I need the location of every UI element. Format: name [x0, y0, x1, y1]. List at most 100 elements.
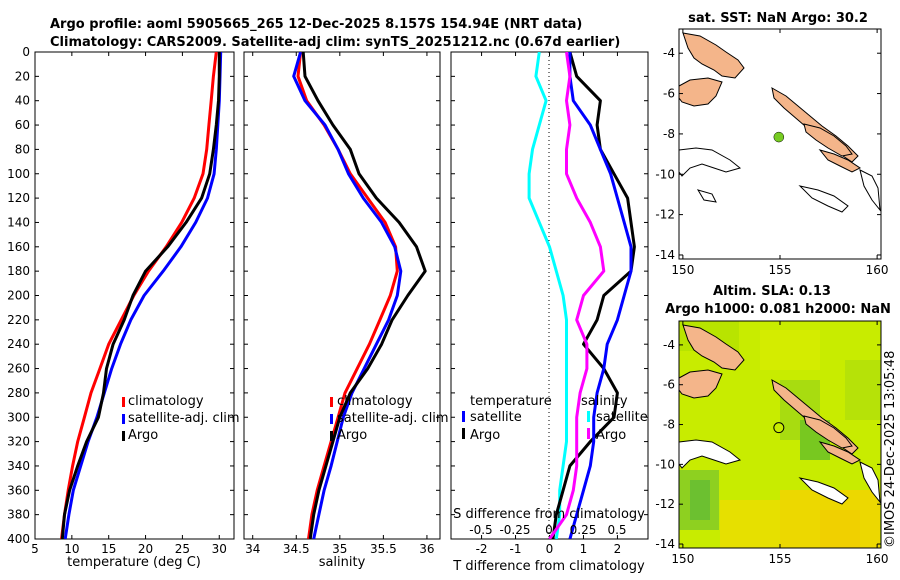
legend-climatology: climatology	[128, 394, 204, 409]
legend-temperature: temperature	[470, 394, 552, 409]
sla-map-title-1: Altim. SLA: 0.13	[713, 284, 831, 299]
legend-swatch-argo	[330, 431, 333, 441]
salinity-lines	[292, 52, 427, 539]
imos-stamp: ©IMOS 24-Dec-2025 13:05:48	[883, 351, 898, 548]
s-diff-tick-label: 0	[545, 523, 553, 537]
difference-xticks: -2 -1 0 1 2	[451, 51, 648, 556]
land-new-ireland	[682, 324, 745, 371]
series-line-argo	[301, 52, 427, 539]
land-coast-south	[679, 147, 742, 177]
land-santa-isabel	[818, 441, 861, 465]
salinity-axes	[243, 51, 441, 540]
sst-map-land	[679, 32, 881, 213]
legend-swatch-argo	[122, 431, 125, 441]
land-new-britain	[679, 77, 723, 107]
depth-tick-label: 180	[7, 264, 30, 278]
sla-heatmap	[679, 321, 881, 548]
x-tick-label: -2	[476, 542, 488, 556]
legend-swatch-climatology	[330, 397, 333, 407]
sla-cell	[820, 510, 860, 548]
temperature-lines	[60, 52, 223, 539]
land-malaita	[859, 461, 881, 504]
x-tick-label: 35	[332, 542, 347, 556]
depth-axis: 0 20 40 60 80 100 120 140 160 180 200 220 240 260 280 3…	[7, 45, 30, 546]
series-line-satellite-adj-clim	[63, 52, 223, 539]
temperature-xlabel: temperature (deg C)	[67, 555, 201, 570]
x-tick-label: 34.5	[283, 542, 310, 556]
sla-map-panel: Altim. SLA: 0.13 Argo h1000: 0.081 h2000…	[655, 284, 890, 566]
x-tick-label: 20	[138, 542, 153, 556]
land-choiseul	[803, 415, 853, 449]
sst-map-ticks: 150 155 160 -4 -6 -8 -10 -12 -14	[655, 29, 889, 277]
land-guadalcanal	[798, 185, 849, 213]
land-santa-isabel	[818, 149, 861, 173]
series-line-s-argo	[548, 52, 606, 539]
land-new-ireland	[682, 32, 745, 79]
x-tick-label: 1	[580, 542, 588, 556]
x-tick-label: 36	[419, 542, 434, 556]
depth-tick-label: 360	[7, 483, 30, 497]
series-line-climatology	[60, 52, 218, 539]
sst-map-panel: sat. SST: NaN Argo: 30.2 150 155 160 -4 -6 -8…	[655, 11, 888, 277]
depth-tick-label: 40	[15, 94, 30, 108]
salinity-panel: 34 34.5 35 35.5 36 salinity climatology sate…	[243, 51, 449, 570]
x-tick-label: 2	[614, 542, 622, 556]
difference-panel: -2 -1 0 1 2 S difference from climatology -0…	[450, 51, 649, 574]
sla-cell	[845, 360, 881, 420]
series-line-t-argo	[551, 52, 636, 539]
map-x-tick-label: 150	[671, 552, 694, 566]
header-line-1: Argo profile: aoml 5905665_265 12-Dec-20…	[50, 17, 582, 32]
x-tick-label: 35.5	[370, 542, 397, 556]
x-tick-label: -1	[510, 542, 522, 556]
s-diff-tick-label: 0.25	[570, 523, 597, 537]
s-diff-tick-label: -0.5	[469, 523, 492, 537]
depth-tick-label: 200	[7, 289, 30, 303]
map-y-tick-label: -14	[655, 537, 675, 551]
s-diff-ticks: -0.5 -0.25 0 0.25 0.5	[469, 523, 626, 537]
map-x-tick-label: 160	[866, 552, 889, 566]
legend-swatch-satellite	[587, 411, 590, 422]
land-new-britain	[679, 369, 723, 399]
legend-satellite: satellite	[470, 410, 522, 425]
map-y-tick-label: -8	[663, 127, 675, 141]
land-coast-south	[679, 439, 742, 469]
land-guadalcanal	[798, 477, 849, 505]
legend-swatch-argo	[587, 428, 590, 439]
map-x-tick-label: 160	[866, 263, 889, 277]
map-y-tick-label: -10	[655, 167, 675, 181]
salinity-xlabel: salinity	[319, 555, 366, 570]
sla-map-title-2: Argo h1000: 0.081 h2000: NaN	[665, 302, 891, 317]
legend-swatch-satellite	[462, 411, 465, 422]
legend-argo: Argo	[337, 428, 367, 443]
depth-tick-label: 260	[7, 362, 30, 376]
x-tick-label: 5	[31, 542, 39, 556]
legend-satellite: satellite-adj. clim	[128, 411, 240, 426]
map-x-tick-label: 155	[769, 263, 792, 277]
map-y-tick-label: -12	[655, 208, 675, 222]
argo-location-marker	[773, 131, 785, 143]
x-tick-label: 34	[245, 542, 260, 556]
map-x-tick-label: 155	[769, 552, 792, 566]
map-y-tick-label: -8	[663, 418, 675, 432]
land-malaita	[859, 169, 881, 212]
sla-cell	[720, 500, 780, 548]
map-y-tick-label: -10	[655, 457, 675, 471]
s-diff-tick-label: 0.5	[607, 523, 626, 537]
depth-tick-label: 340	[7, 459, 30, 473]
map-y-tick-label: -14	[655, 248, 675, 262]
x-tick-label: 0	[546, 542, 554, 556]
temperature-panel: 5 10 15 20 25 30 temperature (deg C) climatol…	[31, 51, 240, 570]
series-line-argo	[60, 52, 221, 539]
depth-tick-label: 60	[15, 118, 30, 132]
sla-cell	[690, 480, 710, 520]
depth-tick-label: 120	[7, 191, 30, 205]
depth-tick-label: 300	[7, 410, 30, 424]
land-choiseul	[803, 123, 853, 157]
s-diff-tick-label: -0.25	[499, 523, 530, 537]
legend-satellite: satellite	[596, 410, 648, 425]
temperature-xticks: 5 10 15 20 25 30	[31, 51, 234, 556]
legend-argo: Argo	[470, 428, 500, 443]
map-y-tick-label: -4	[663, 46, 675, 60]
depth-tick-label: 80	[15, 142, 30, 156]
